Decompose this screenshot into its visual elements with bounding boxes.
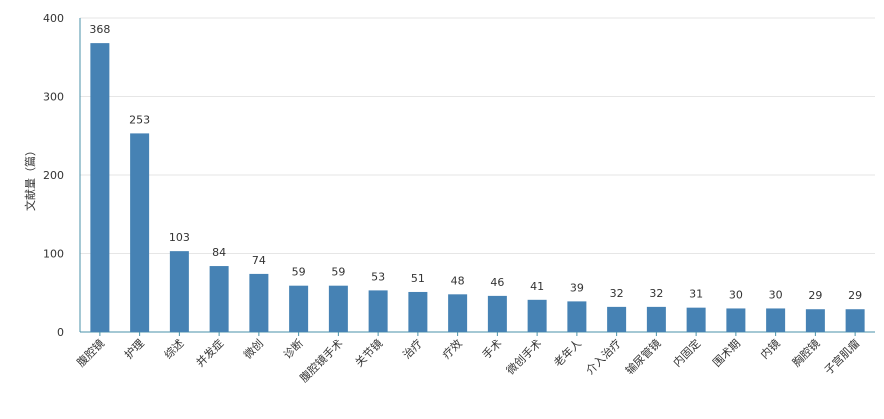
bar xyxy=(487,295,507,332)
y-axis-ticks: 0 100 200 300 400 xyxy=(43,12,64,339)
bar xyxy=(249,273,269,332)
bar xyxy=(368,290,388,332)
data-label: 253 xyxy=(129,113,150,126)
gridlines xyxy=(80,17,875,254)
x-tick-label: 微创手术 xyxy=(503,336,544,377)
data-label: 53 xyxy=(371,270,385,283)
bar xyxy=(169,251,189,332)
x-tick-label: 腹腔镜 xyxy=(74,336,107,369)
x-tick-label: 综述 xyxy=(161,336,186,361)
x-axis-tick-labels: 腹腔镜 护理 综述 并发症 微创 诊断腹腔镜手术 关节镜 治疗 疗效 手术 微创手术 老年人 介入治疗输… xyxy=(74,332,862,385)
x-tick-label: 内固定 xyxy=(670,336,703,369)
bar xyxy=(328,285,348,332)
data-label: 41 xyxy=(530,280,544,293)
data-label: 59 xyxy=(292,266,306,279)
x-tick-label: 腹腔镜手术 xyxy=(297,336,346,385)
bar xyxy=(527,299,547,332)
data-label: 51 xyxy=(411,272,425,285)
bar xyxy=(686,307,706,332)
data-label: 32 xyxy=(649,287,663,300)
x-tick-label: 介入治疗 xyxy=(583,336,624,377)
x-tick-label: 并发症 xyxy=(193,336,226,369)
data-labels: 368 253 103 84 74 59 59 53 51 48 46 41 39 32 32 31 30 30 2… xyxy=(89,23,862,302)
y-tick-label: 400 xyxy=(43,12,64,25)
bar xyxy=(448,294,468,332)
bar xyxy=(726,308,746,332)
bar xyxy=(567,301,587,332)
bar xyxy=(90,43,110,333)
data-label: 48 xyxy=(451,274,465,287)
bar xyxy=(130,133,150,332)
y-axis-title: 文献量（篇） xyxy=(23,145,37,211)
data-label: 59 xyxy=(331,266,345,279)
data-label: 84 xyxy=(212,246,226,259)
data-label: 29 xyxy=(848,289,862,302)
x-tick-label: 内镜 xyxy=(757,336,782,361)
data-label: 46 xyxy=(490,276,504,289)
x-tick-label: 治疗 xyxy=(400,336,425,361)
bar xyxy=(209,266,229,332)
bar xyxy=(408,291,428,332)
bar xyxy=(607,306,627,332)
bar xyxy=(845,309,865,332)
bar xyxy=(646,306,666,332)
x-tick-label: 子宫肌瘤 xyxy=(821,336,862,377)
bar xyxy=(289,285,309,332)
y-tick-label: 100 xyxy=(43,248,64,261)
x-tick-label: 疗效 xyxy=(439,336,464,361)
data-label: 30 xyxy=(769,288,783,301)
data-label: 31 xyxy=(689,288,703,301)
bar xyxy=(766,308,786,332)
x-tick-label: 围术期 xyxy=(710,337,743,370)
data-label: 103 xyxy=(169,231,190,244)
data-label: 30 xyxy=(729,288,743,301)
x-tick-label: 老年人 xyxy=(551,336,584,369)
x-tick-label: 手术 xyxy=(479,336,504,361)
x-tick-label: 微创 xyxy=(241,336,266,361)
data-label: 368 xyxy=(89,23,110,36)
x-tick-label: 胸腔镜 xyxy=(789,336,822,369)
x-tick-label: 关节镜 xyxy=(352,336,385,369)
y-tick-label: 300 xyxy=(43,91,64,104)
data-label: 74 xyxy=(252,254,266,267)
x-tick-label: 输尿管镜 xyxy=(622,336,663,377)
bar xyxy=(805,309,825,332)
y-tick-label: 200 xyxy=(43,169,64,182)
data-label: 29 xyxy=(808,289,822,302)
data-label: 32 xyxy=(610,287,624,300)
y-tick-label: 0 xyxy=(57,326,64,339)
x-tick-label: 诊断 xyxy=(280,336,305,361)
bars xyxy=(90,43,865,333)
x-tick-label: 护理 xyxy=(121,336,146,361)
data-label: 39 xyxy=(570,281,584,294)
